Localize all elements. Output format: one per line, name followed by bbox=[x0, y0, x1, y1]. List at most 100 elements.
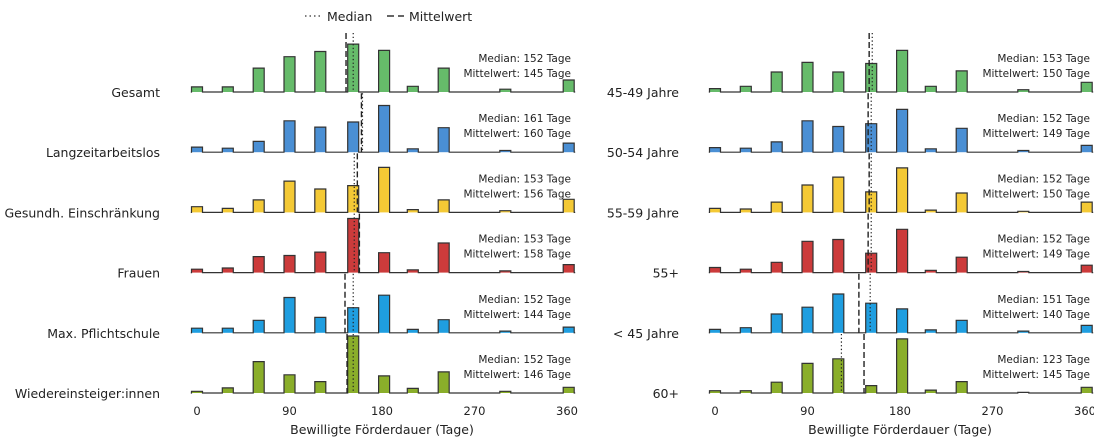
histogram-bar bbox=[709, 88, 721, 92]
histogram-bar bbox=[563, 199, 575, 213]
mean-annotation: Mittelwert: 146 Tage bbox=[463, 369, 571, 381]
histogram-bar bbox=[253, 256, 265, 273]
ridge-row: Gesundh. Einschränkung Median: 153 Tage Mi… bbox=[5, 153, 576, 220]
histogram-bar bbox=[1081, 387, 1093, 393]
mean-annotation: Mittelwert: 145 Tage bbox=[463, 68, 571, 80]
histogram-bar bbox=[222, 328, 234, 333]
row-label: Gesundh. Einschränkung bbox=[5, 205, 161, 220]
ridge-row: 45-49 Jahre Median: 153 Tage Mittelwert: 1… bbox=[607, 33, 1094, 100]
histogram-bar bbox=[956, 128, 968, 153]
row-label: Frauen bbox=[117, 266, 160, 281]
histogram-bar bbox=[925, 86, 937, 92]
histogram-bar bbox=[253, 199, 265, 213]
ridge-row: Gesamt Median: 152 Tage Mittelwert: 145 Ta… bbox=[111, 33, 576, 100]
histogram-bar bbox=[284, 120, 295, 153]
histogram-bar bbox=[1081, 325, 1093, 333]
histogram-bar bbox=[1081, 145, 1093, 153]
histogram-bar bbox=[253, 68, 265, 92]
median-annotation: Median: 161 Tage bbox=[478, 113, 571, 125]
x-tick-label: 270 bbox=[982, 404, 1004, 418]
histogram-bar bbox=[1017, 150, 1029, 153]
histogram-bar bbox=[896, 308, 908, 333]
histogram-bar bbox=[709, 267, 721, 273]
x-tick-label: 90 bbox=[800, 404, 815, 418]
histogram-bar bbox=[563, 387, 575, 393]
histogram-bar bbox=[438, 371, 450, 393]
histogram-bar bbox=[314, 51, 326, 92]
histogram-bar bbox=[438, 68, 450, 92]
histogram-bar bbox=[347, 44, 359, 92]
histogram-bar bbox=[499, 391, 511, 393]
histogram-bar bbox=[771, 382, 783, 393]
histogram-bar bbox=[896, 229, 908, 273]
row-label: Langzeitarbeitslos bbox=[46, 145, 160, 160]
ridge-row: 60+ Median: 123 Tage Mittelwert: 145 Tage bbox=[653, 334, 1094, 401]
histogram-bar bbox=[925, 270, 937, 273]
histogram-bar bbox=[832, 72, 844, 92]
row-label: Wiedereinsteiger:innen bbox=[15, 386, 160, 401]
histogram-bar bbox=[191, 147, 203, 153]
row-label: 60+ bbox=[653, 386, 679, 401]
histogram-bar bbox=[740, 148, 752, 153]
x-tick-label: 360 bbox=[556, 404, 578, 418]
median-annotation: Median: 123 Tage bbox=[997, 354, 1090, 366]
histogram-bar bbox=[407, 388, 419, 393]
row-label: Max. Pflichtschule bbox=[47, 326, 160, 341]
histogram-bar bbox=[284, 181, 295, 213]
histogram-bar bbox=[709, 329, 721, 333]
mean-annotation: Mittelwert: 150 Tage bbox=[982, 68, 1090, 80]
mean-annotation: Mittelwert: 144 Tage bbox=[463, 309, 571, 321]
ridge-outline bbox=[708, 293, 1094, 334]
x-tick-label: 0 bbox=[711, 404, 718, 418]
median-annotation: Median: 152 Tage bbox=[997, 234, 1090, 246]
histogram-bar bbox=[925, 210, 937, 213]
histogram-bar bbox=[222, 208, 234, 213]
histogram-bar bbox=[956, 257, 968, 273]
median-annotation: Median: 152 Tage bbox=[997, 113, 1090, 125]
x-axis-label: Bewilligte Förderdauer (Tage) bbox=[808, 422, 992, 437]
x-tick-label: 0 bbox=[193, 404, 200, 418]
histogram-bar bbox=[802, 185, 813, 213]
histogram-bar bbox=[314, 127, 326, 153]
ridge-outline bbox=[190, 166, 576, 213]
histogram-bar bbox=[347, 307, 359, 333]
histogram-bar bbox=[771, 262, 783, 273]
histogram-bar bbox=[709, 390, 721, 393]
row-label: < 45 Jahre bbox=[613, 326, 679, 341]
histogram-bar bbox=[956, 381, 968, 393]
x-tick-label: 90 bbox=[282, 404, 297, 418]
ridge-row: 55-59 Jahre Median: 152 Tage Mittelwert: 1… bbox=[607, 153, 1094, 220]
x-tick-label: 180 bbox=[889, 404, 911, 418]
histogram-bar bbox=[222, 148, 234, 153]
histogram-bar bbox=[896, 167, 908, 213]
histogram-bar bbox=[896, 50, 908, 92]
ridge-row: < 45 Jahre Median: 151 Tage Mittelwert: 14… bbox=[613, 273, 1094, 341]
histogram-bar bbox=[191, 391, 203, 393]
median-annotation: Median: 151 Tage bbox=[997, 294, 1090, 306]
ridge-outline bbox=[708, 49, 1094, 93]
histogram-bar bbox=[253, 320, 265, 333]
histogram-bar bbox=[832, 126, 844, 153]
histogram-bar bbox=[1081, 202, 1093, 213]
histogram-bar bbox=[832, 239, 844, 273]
histogram-bar bbox=[253, 141, 265, 153]
histogram-bar bbox=[253, 361, 265, 393]
median-annotation: Median: 153 Tage bbox=[478, 173, 571, 185]
histogram-bar bbox=[499, 331, 511, 333]
histogram-bar bbox=[563, 264, 575, 273]
histogram-bar bbox=[499, 270, 511, 273]
histogram-bar bbox=[832, 294, 844, 333]
ridge-outline bbox=[190, 104, 576, 153]
histogram-bar bbox=[222, 86, 234, 92]
histogram-bar bbox=[191, 269, 203, 273]
histogram-bar bbox=[407, 329, 419, 333]
histogram-bar bbox=[314, 381, 326, 393]
panel-2: 45-49 Jahre Median: 153 Tage Mittelwert: 1… bbox=[607, 33, 1094, 437]
histogram-bar bbox=[956, 193, 968, 213]
histogram-bar bbox=[499, 210, 511, 213]
histogram-bar bbox=[407, 148, 419, 153]
mean-annotation: Mittelwert: 150 Tage bbox=[982, 188, 1090, 200]
ridge-row: Max. Pflichtschule Median: 152 Tage Mittel… bbox=[47, 273, 576, 341]
histogram-bar bbox=[740, 327, 752, 333]
